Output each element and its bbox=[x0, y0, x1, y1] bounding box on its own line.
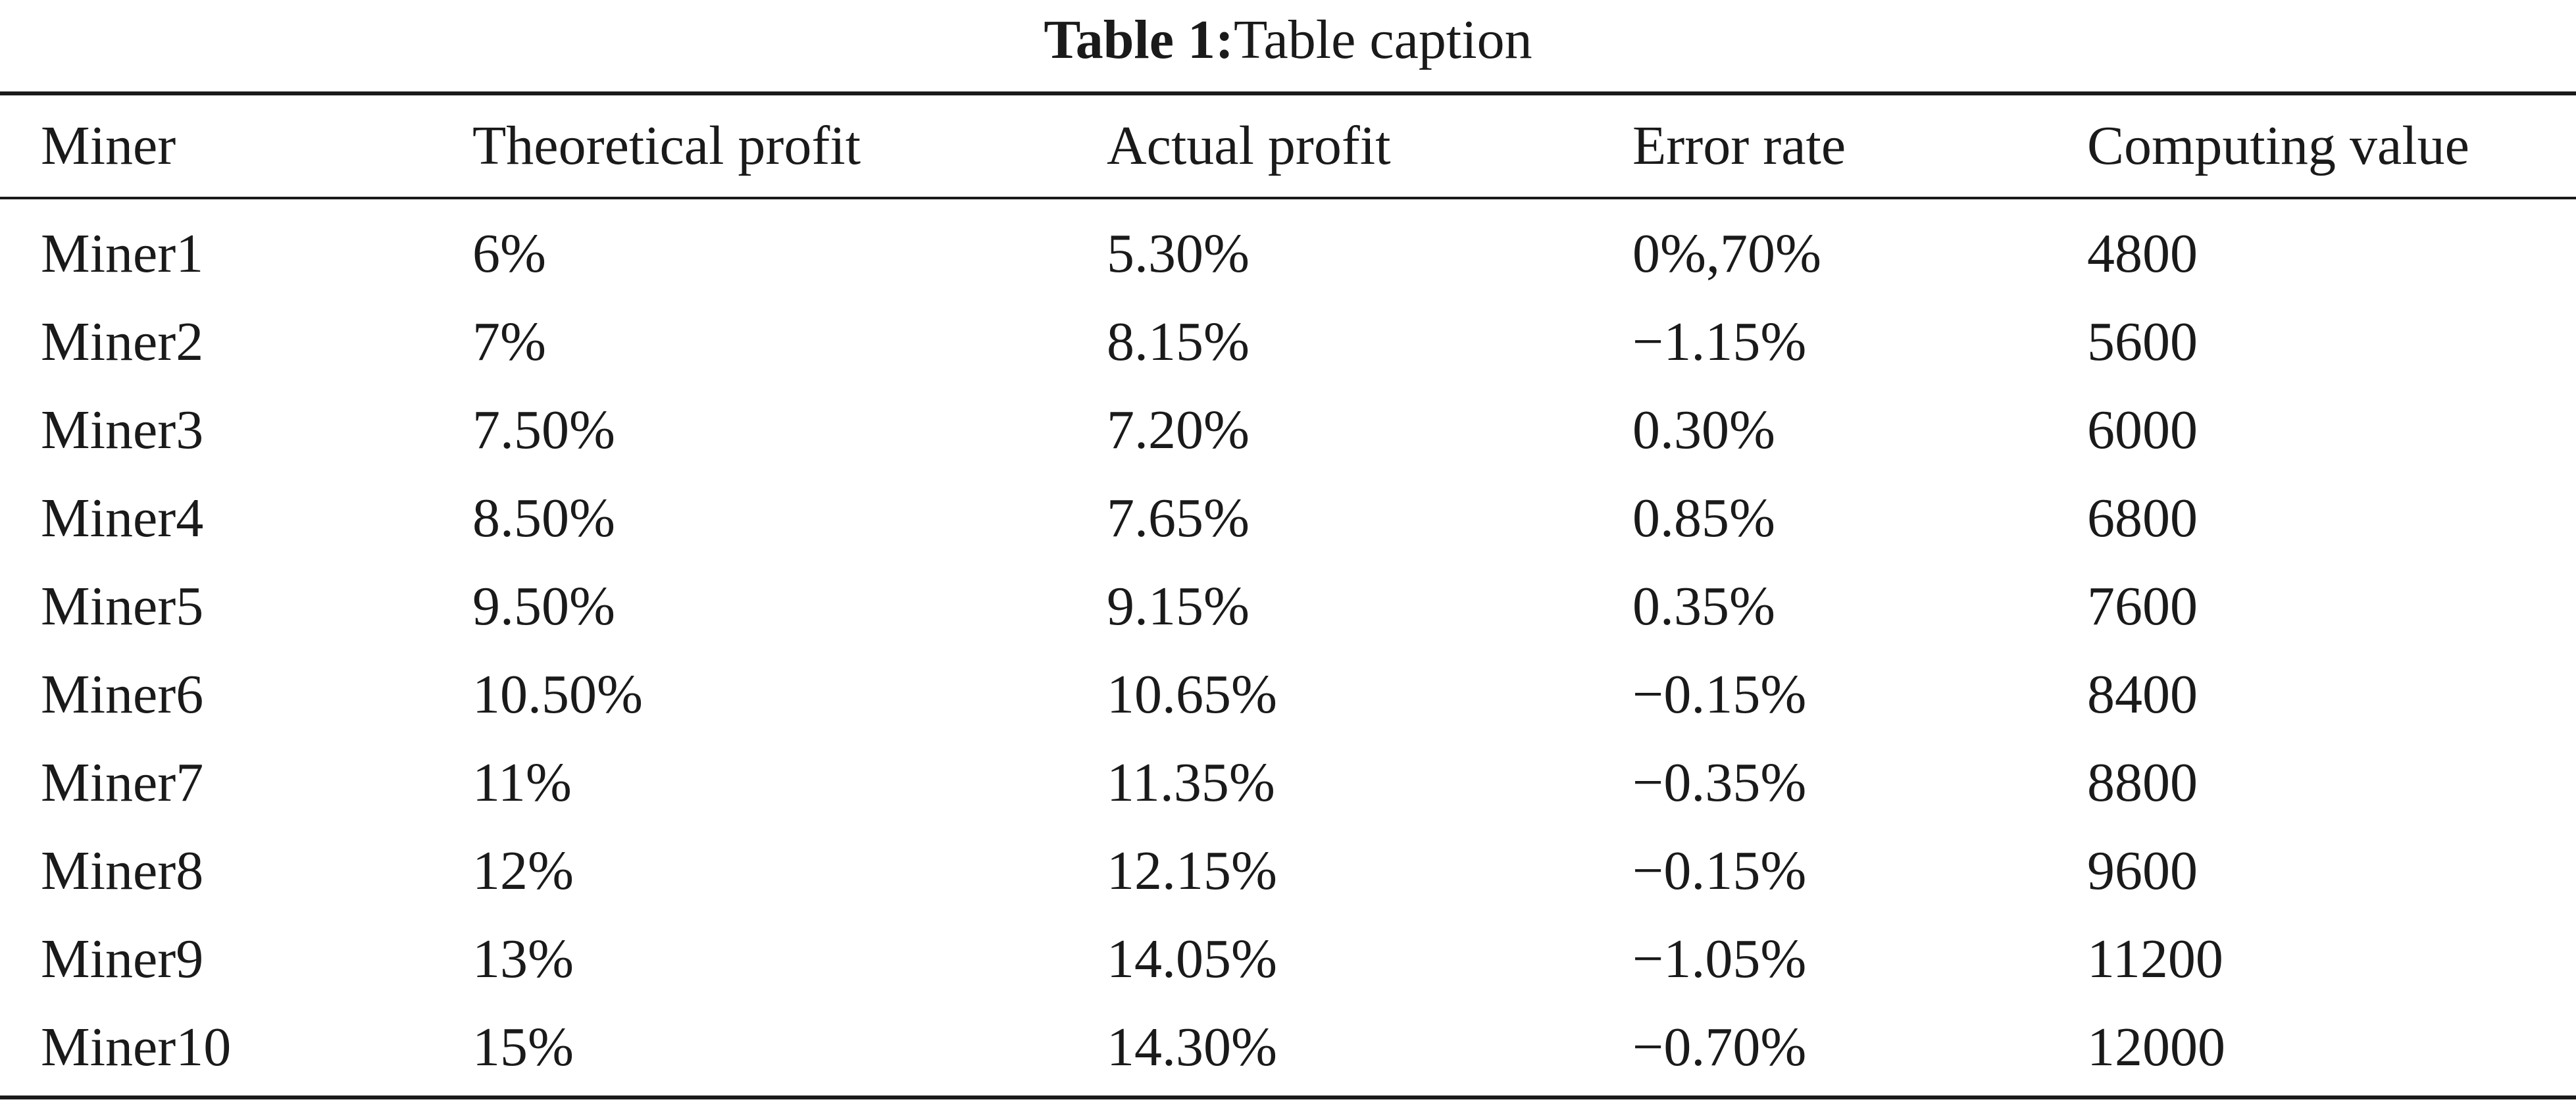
cell-actual-profit: 14.05% bbox=[1107, 928, 1277, 990]
top-rule bbox=[0, 91, 2576, 95]
cell-miner: Miner5 bbox=[41, 576, 204, 637]
cell-miner: Miner8 bbox=[41, 840, 204, 901]
cell-error-rate: −0.15% bbox=[1632, 840, 1807, 901]
cell-miner: Miner9 bbox=[41, 928, 204, 990]
table-caption: Table 1: Table caption bbox=[0, 0, 2576, 79]
cell-theoretical-profit: 11% bbox=[472, 752, 572, 813]
cell-computing-value: 12000 bbox=[2087, 1017, 2225, 1078]
cell-computing-value: 5600 bbox=[2087, 311, 2198, 372]
cell-miner: Miner1 bbox=[41, 223, 204, 284]
cell-miner: Miner2 bbox=[41, 311, 204, 372]
header-theoretical-profit: Theoretical profit bbox=[472, 115, 861, 176]
cell-actual-profit: 8.15% bbox=[1107, 311, 1250, 372]
table-row: Miner2 7% 8.15% −1.15% 5600 bbox=[0, 299, 2576, 386]
cell-computing-value: 6000 bbox=[2087, 399, 2198, 461]
cell-computing-value: 8400 bbox=[2087, 664, 2198, 725]
cell-computing-value: 9600 bbox=[2087, 840, 2198, 901]
cell-miner: Miner7 bbox=[41, 752, 204, 813]
table-row: Miner6 10.50% 10.65% −0.15% 8400 bbox=[0, 651, 2576, 738]
table-header-row: Miner Theoretical profit Actual profit E… bbox=[0, 103, 2576, 189]
header-error-rate: Error rate bbox=[1632, 115, 1846, 176]
cell-actual-profit: 5.30% bbox=[1107, 223, 1250, 284]
caption-label: Table 1: bbox=[1044, 9, 1234, 70]
cell-actual-profit: 11.35% bbox=[1107, 752, 1275, 813]
cell-theoretical-profit: 10.50% bbox=[472, 664, 643, 725]
cell-actual-profit: 7.65% bbox=[1107, 488, 1250, 549]
cell-theoretical-profit: 7% bbox=[472, 311, 546, 372]
cell-actual-profit: 14.30% bbox=[1107, 1017, 1277, 1078]
cell-computing-value: 8800 bbox=[2087, 752, 2198, 813]
header-rule bbox=[0, 197, 2576, 199]
cell-error-rate: 0%,70% bbox=[1632, 223, 1821, 284]
cell-error-rate: 0.35% bbox=[1632, 576, 1775, 637]
cell-miner: Miner6 bbox=[41, 664, 204, 725]
cell-computing-value: 6800 bbox=[2087, 488, 2198, 549]
table-row: Miner10 15% 14.30% −0.70% 12000 bbox=[0, 1004, 2576, 1091]
cell-actual-profit: 12.15% bbox=[1107, 840, 1277, 901]
cell-computing-value: 7600 bbox=[2087, 576, 2198, 637]
cell-error-rate: −1.05% bbox=[1632, 928, 1807, 990]
cell-actual-profit: 10.65% bbox=[1107, 664, 1277, 725]
cell-theoretical-profit: 12% bbox=[472, 840, 574, 901]
cell-actual-profit: 7.20% bbox=[1107, 399, 1250, 461]
cell-error-rate: 0.30% bbox=[1632, 399, 1775, 461]
table-row: Miner4 8.50% 7.65% 0.85% 6800 bbox=[0, 475, 2576, 562]
caption-text: Table caption bbox=[1234, 9, 1532, 70]
table-row: Miner7 11% 11.35% −0.35% 8800 bbox=[0, 740, 2576, 826]
cell-miner: Miner4 bbox=[41, 488, 204, 549]
table-row: Miner1 6% 5.30% 0%,70% 4800 bbox=[0, 211, 2576, 297]
cell-theoretical-profit: 8.50% bbox=[472, 488, 615, 549]
cell-error-rate: −0.70% bbox=[1632, 1017, 1807, 1078]
cell-theoretical-profit: 6% bbox=[472, 223, 546, 284]
header-actual-profit: Actual profit bbox=[1107, 115, 1391, 176]
cell-error-rate: −0.15% bbox=[1632, 664, 1807, 725]
cell-theoretical-profit: 15% bbox=[472, 1017, 574, 1078]
cell-miner: Miner3 bbox=[41, 399, 204, 461]
bottom-rule bbox=[0, 1095, 2576, 1099]
table-row: Miner3 7.50% 7.20% 0.30% 6000 bbox=[0, 387, 2576, 474]
header-miner: Miner bbox=[41, 115, 176, 176]
header-computing-value: Computing value bbox=[2087, 115, 2469, 176]
cell-computing-value: 11200 bbox=[2087, 928, 2223, 990]
cell-theoretical-profit: 7.50% bbox=[472, 399, 615, 461]
cell-error-rate: 0.85% bbox=[1632, 488, 1775, 549]
cell-theoretical-profit: 9.50% bbox=[472, 576, 615, 637]
cell-theoretical-profit: 13% bbox=[472, 928, 574, 990]
cell-actual-profit: 9.15% bbox=[1107, 576, 1250, 637]
cell-error-rate: −0.35% bbox=[1632, 752, 1807, 813]
table-row: Miner5 9.50% 9.15% 0.35% 7600 bbox=[0, 563, 2576, 650]
cell-error-rate: −1.15% bbox=[1632, 311, 1807, 372]
table-row: Miner9 13% 14.05% −1.05% 11200 bbox=[0, 916, 2576, 1003]
cell-miner: Miner10 bbox=[41, 1017, 232, 1078]
table-row: Miner8 12% 12.15% −0.15% 9600 bbox=[0, 828, 2576, 915]
cell-computing-value: 4800 bbox=[2087, 223, 2198, 284]
